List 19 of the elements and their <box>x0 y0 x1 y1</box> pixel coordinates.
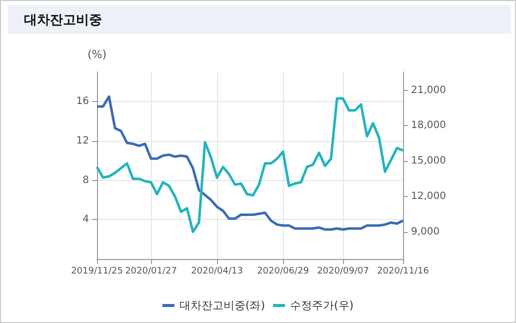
y2-tick-label: 9,000 <box>411 226 440 238</box>
x-tick-label: 2020/06/29 <box>257 266 310 276</box>
chart-title: 대차잔고비중 <box>24 13 102 28</box>
y2-tick-label: 15,000 <box>411 156 446 167</box>
legend-label: 수정주가(우) <box>290 299 354 312</box>
y-axis-title: (%) <box>87 48 107 61</box>
y-tick-label: 16 <box>76 96 89 108</box>
x-tick-label: 2020/09/07 <box>317 266 369 276</box>
x-tick-label: 2019/11/25 <box>71 266 123 276</box>
y-tick-label: 12 <box>76 135 89 146</box>
x-tick-label: 2020/01/27 <box>125 266 177 276</box>
legend-label: 대차잔고비중(좌) <box>179 299 266 312</box>
y2-tick-label: 12,000 <box>411 190 446 202</box>
x-tick-label: 2020/04/13 <box>191 266 243 276</box>
y-tick-label: 4 <box>82 214 89 226</box>
x-tick-label: 2020/11/16 <box>377 266 430 276</box>
y-tick-label: 8 <box>82 174 89 186</box>
y2-tick-label: 21,000 <box>411 84 446 96</box>
y2-tick-label: 18,000 <box>411 120 446 132</box>
